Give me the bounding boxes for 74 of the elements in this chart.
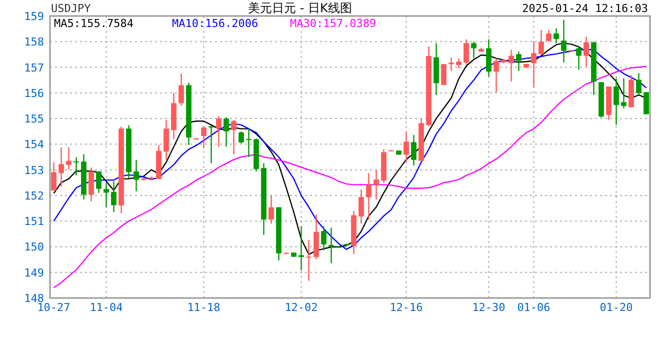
candlestick [576, 45, 582, 70]
y-tick-label: 149 [24, 266, 44, 280]
candlestick [508, 49, 514, 82]
candlestick [486, 38, 492, 78]
y-tick-label: 154 [24, 138, 44, 152]
candlestick [448, 56, 454, 72]
y-tick-label: 155 [24, 112, 44, 126]
x-tick-label: 10-27 [37, 301, 70, 314]
candlestick [231, 119, 236, 156]
candlestick [328, 227, 334, 264]
candlestick [358, 188, 364, 224]
x-tick-label: 01-20 [600, 301, 633, 314]
text: 2025-01-24 12:16:03 [522, 2, 648, 15]
candlestick [471, 41, 476, 59]
candlestick [208, 124, 214, 164]
text: MA10:156.2006 [172, 17, 258, 30]
candlestick [321, 226, 326, 251]
candlestick [644, 92, 649, 115]
candlestick [51, 162, 56, 192]
candlestick [584, 36, 589, 68]
candlestick [88, 166, 94, 202]
candlestick [546, 30, 552, 42]
candlestick [456, 58, 462, 69]
candlestick [238, 130, 244, 144]
candlestick [224, 116, 229, 148]
candlestick [636, 72, 642, 96]
candlestick [538, 30, 544, 55]
candlestick [494, 58, 499, 93]
chart-title: 美元日元 - 日K线图 [248, 1, 352, 15]
y-tick-label: 152 [24, 189, 44, 202]
x-tick-label: 11-04 [90, 301, 124, 314]
y-tick-label: 157 [24, 61, 44, 74]
y-tick-label: 151 [24, 215, 44, 228]
candlestick [178, 73, 184, 106]
y-tick-label: 158 [24, 36, 44, 49]
candlestick [614, 78, 619, 126]
candlestick [366, 172, 372, 220]
y-tick-label: 153 [24, 164, 44, 177]
y-tick-label: 159 [24, 10, 44, 23]
candlestick [621, 78, 626, 109]
candlestick [441, 64, 446, 86]
candlestick [134, 159, 139, 192]
candlestick [306, 239, 312, 282]
candlestick [164, 119, 169, 160]
candlestick [516, 51, 522, 72]
candlestick [404, 131, 409, 163]
candlestick [464, 38, 469, 66]
candlestick [246, 128, 252, 158]
candlestick [374, 169, 379, 200]
y-tick-label: 150 [24, 240, 44, 254]
x-tick-label: 12-02 [284, 301, 318, 314]
candlestick [216, 115, 222, 148]
line-series [53, 66, 647, 288]
candlestick [111, 180, 116, 213]
candlestick [268, 194, 274, 224]
candlestick [104, 182, 109, 208]
candlestick [201, 126, 206, 149]
candlestick [74, 156, 79, 176]
candlestick [561, 19, 566, 63]
text: USDJPY [51, 2, 92, 15]
x-tick-label: 11-18 [187, 301, 220, 314]
x-tick-label: 01-06 [517, 301, 550, 314]
y-tick-label: 156 [24, 86, 44, 100]
candlestick [411, 134, 416, 166]
x-tick-label: 12-30 [472, 301, 506, 314]
candlestick [66, 146, 72, 170]
candlestick [531, 41, 536, 88]
text: MA5:155.7584 [54, 17, 134, 30]
x-tick-label: 12-16 [390, 301, 423, 314]
candlestick [96, 170, 102, 194]
candlestick [58, 146, 64, 188]
candlestick [298, 226, 304, 271]
text: MA30:157.0389 [290, 17, 376, 30]
candlestick [554, 28, 559, 44]
